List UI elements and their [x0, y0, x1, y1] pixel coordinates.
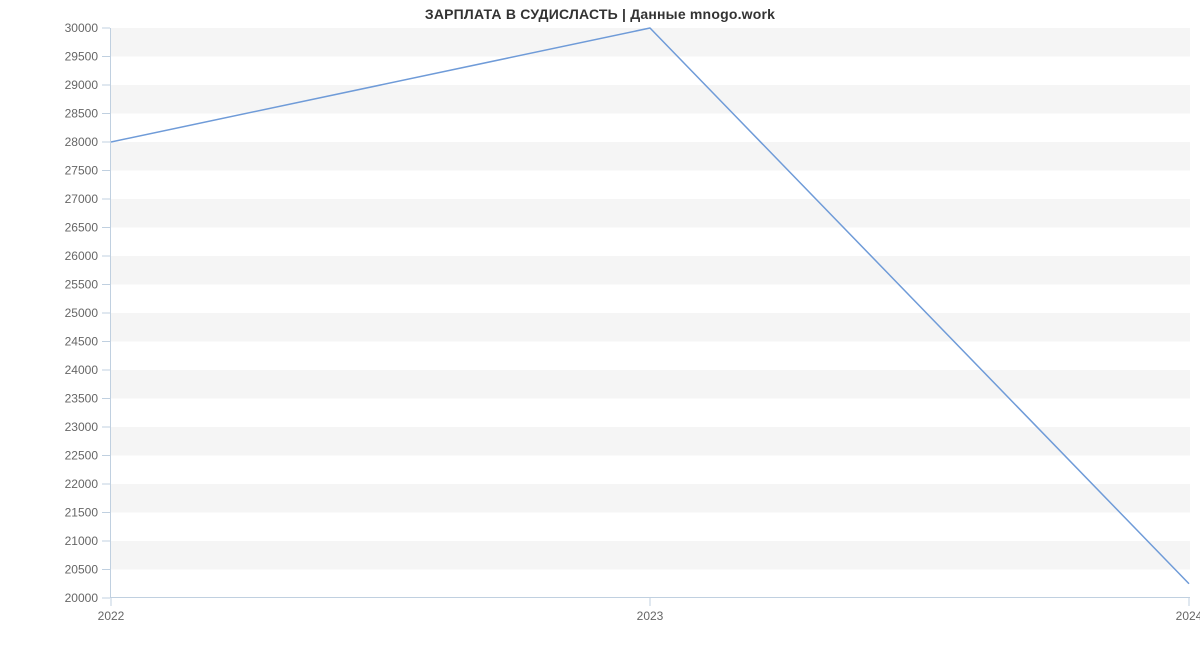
y-tick-label: 28500	[65, 107, 99, 121]
y-tick-label: 25000	[65, 306, 99, 320]
y-tick-label: 29000	[65, 78, 99, 92]
y-tick-label: 23500	[65, 392, 99, 406]
y-tick-label: 20500	[65, 563, 99, 577]
y-tick-label: 29500	[65, 50, 99, 64]
chart-svg: 2000020500210002150022000225002300023500…	[110, 28, 1190, 628]
y-tick-label: 26000	[65, 249, 99, 263]
y-tick-label: 24500	[65, 335, 99, 349]
x-tick-label: 2023	[637, 609, 664, 623]
y-tick-label: 27000	[65, 192, 99, 206]
y-tick-label: 21000	[65, 534, 99, 548]
y-tick-label: 20000	[65, 591, 99, 605]
chart-title: ЗАРПЛАТА В СУДИСЛАСТЬ | Данные mnogo.wor…	[0, 6, 1200, 22]
y-tick-label: 30000	[65, 21, 99, 35]
line-chart: ЗАРПЛАТА В СУДИСЛАСТЬ | Данные mnogo.wor…	[0, 0, 1200, 650]
x-tick-label: 2022	[98, 609, 125, 623]
y-tick-label: 23000	[65, 420, 99, 434]
x-tick-label: 2024	[1176, 609, 1200, 623]
y-tick-label: 25500	[65, 278, 99, 292]
y-tick-label: 26500	[65, 221, 99, 235]
y-tick-label: 27500	[65, 164, 99, 178]
y-tick-label: 22000	[65, 477, 99, 491]
y-tick-label: 28000	[65, 135, 99, 149]
plot-area: 2000020500210002150022000225002300023500…	[110, 28, 1190, 598]
y-tick-label: 24000	[65, 363, 99, 377]
y-tick-label: 21500	[65, 506, 99, 520]
y-tick-label: 22500	[65, 449, 99, 463]
